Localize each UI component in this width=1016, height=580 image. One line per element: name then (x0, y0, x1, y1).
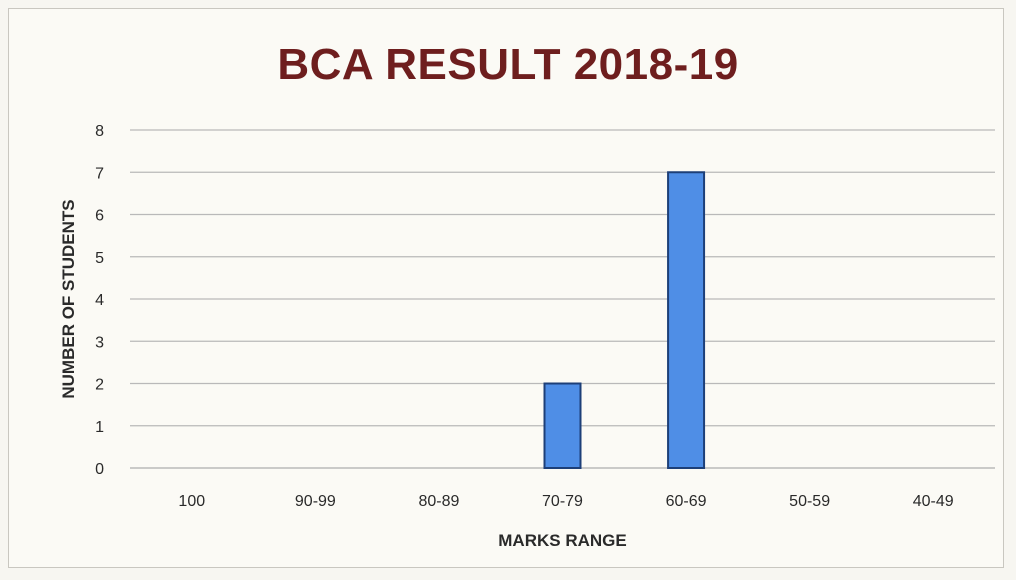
bar (667, 171, 706, 469)
x-tick-label: 80-89 (418, 493, 459, 510)
x-tick-label: 70-79 (542, 493, 583, 510)
bars (543, 171, 706, 469)
y-tick-labels: 0 1 2 3 4 5 6 7 8 (95, 123, 104, 478)
x-tick-label: 90-99 (295, 493, 336, 510)
x-axis-title: MARKS RANGE (498, 531, 626, 550)
x-tick-labels: 100 90-99 80-89 70-79 60-69 50-59 40-49 (178, 493, 953, 510)
chart-frame (8, 8, 1004, 568)
y-tick-label: 4 (95, 292, 104, 309)
bar (543, 382, 582, 469)
chart-title: BCA RESULT 2018-19 (277, 40, 739, 89)
y-tick-label: 8 (95, 123, 104, 140)
y-tick-label: 2 (95, 377, 104, 394)
x-tick-label: 100 (178, 493, 205, 510)
y-tick-label: 7 (95, 165, 104, 182)
y-tick-label: 3 (95, 334, 104, 351)
y-tick-label: 1 (95, 419, 104, 436)
x-tick-label: 60-69 (666, 493, 707, 510)
y-tick-label: 5 (95, 250, 104, 267)
y-axis-title: NUMBER OF STUDENTS (59, 199, 78, 398)
y-tick-label: 0 (95, 461, 104, 478)
y-tick-label: 6 (95, 208, 104, 225)
x-tick-label: 50-59 (789, 493, 830, 510)
x-tick-label: 40-49 (913, 493, 954, 510)
